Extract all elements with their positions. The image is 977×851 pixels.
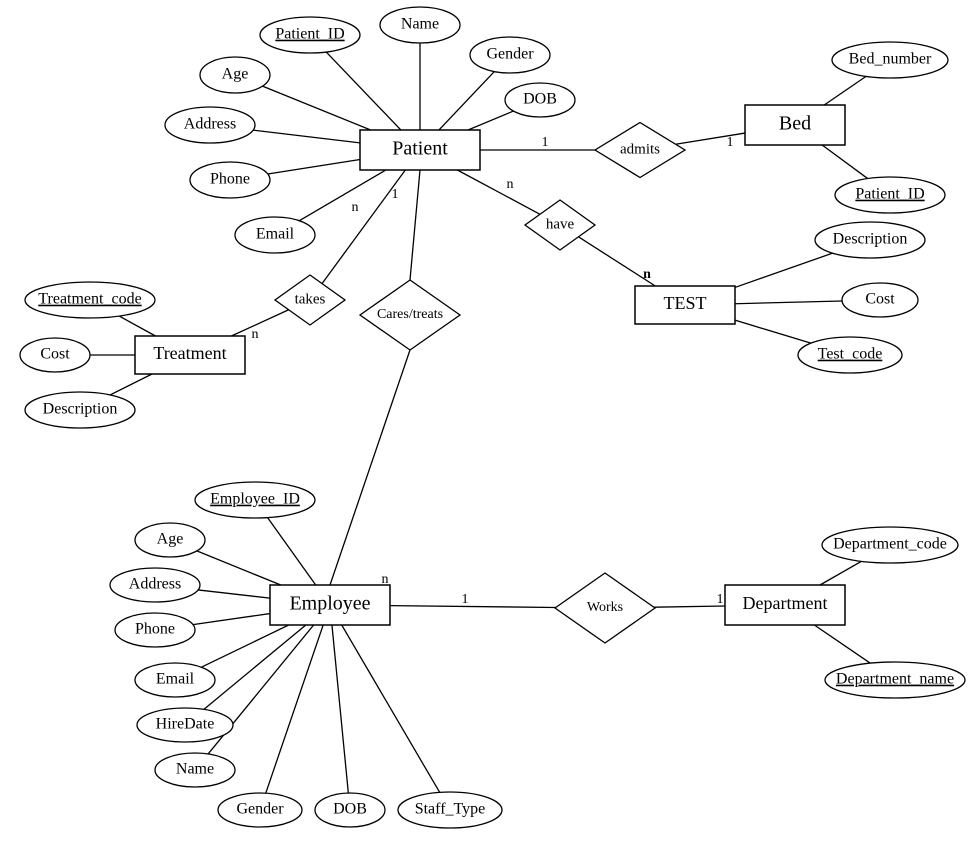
- relationship-label: admits: [620, 141, 660, 157]
- attribute-label: Staff_Type: [415, 801, 486, 818]
- attribute-label: Gender: [486, 46, 534, 63]
- attribute-label: Employee_ID: [210, 491, 300, 508]
- entity-label: Department: [743, 593, 828, 613]
- attribute-label: Cost: [865, 291, 895, 308]
- attribute-label: Address: [184, 116, 236, 133]
- cardinality-label: n: [252, 327, 259, 342]
- cardinality-label: n: [507, 177, 514, 192]
- attribute-label: Email: [256, 226, 295, 243]
- attribute-label: Address: [129, 576, 181, 593]
- attribute-label: Name: [176, 761, 214, 778]
- attribute-label: Age: [157, 531, 184, 548]
- cardinality-label: 1: [727, 135, 734, 150]
- attribute-label: DOB: [333, 801, 367, 818]
- cardinality-label: 1: [542, 135, 549, 150]
- entity-label: Treatment: [153, 343, 226, 363]
- attribute-label: Department_code: [833, 536, 947, 553]
- cardinality-label: n: [382, 572, 389, 587]
- cardinality-label: n: [352, 200, 359, 215]
- attribute-label: Test_code: [818, 346, 883, 363]
- attribute-label: Description: [43, 401, 118, 418]
- relationship-label: have: [546, 216, 575, 232]
- attribute-label: Bed_number: [849, 51, 932, 68]
- attribute-label: Patient_ID: [855, 186, 924, 203]
- cardinality-label: 1: [717, 592, 724, 607]
- attribute-label: Department_name: [836, 671, 954, 688]
- relationship-label: Cares/treats: [377, 307, 443, 322]
- cardinality-label: n: [643, 267, 651, 282]
- entity-label: TEST: [664, 293, 707, 313]
- attribute-label: DOB: [523, 91, 557, 108]
- cardinality-label: 1: [462, 592, 469, 607]
- attribute-label: Email: [156, 671, 195, 688]
- entity-label: Patient: [392, 138, 448, 160]
- relationship-label: Works: [587, 600, 623, 615]
- attribute-label: HireDate: [156, 716, 215, 733]
- relationship-label: takes: [295, 291, 326, 307]
- attribute-label: Cost: [40, 346, 70, 363]
- attribute-label: Phone: [210, 171, 250, 188]
- cardinality-label: 1: [392, 187, 399, 202]
- attribute-label: Treatment_code: [38, 291, 141, 308]
- attribute-label: Age: [222, 66, 249, 83]
- attribute-label: Phone: [135, 621, 175, 638]
- er-diagram-canvas: Patient Bed TEST Treatment Employee Departmen…: [0, 0, 977, 851]
- attribute-label: Patient_ID: [275, 26, 344, 43]
- attribute-label: Gender: [236, 801, 284, 818]
- attribute-label: Name: [401, 16, 439, 33]
- attribute-label: Description: [833, 231, 908, 248]
- entity-label: Employee: [289, 593, 370, 615]
- entity-label: Bed: [779, 113, 811, 135]
